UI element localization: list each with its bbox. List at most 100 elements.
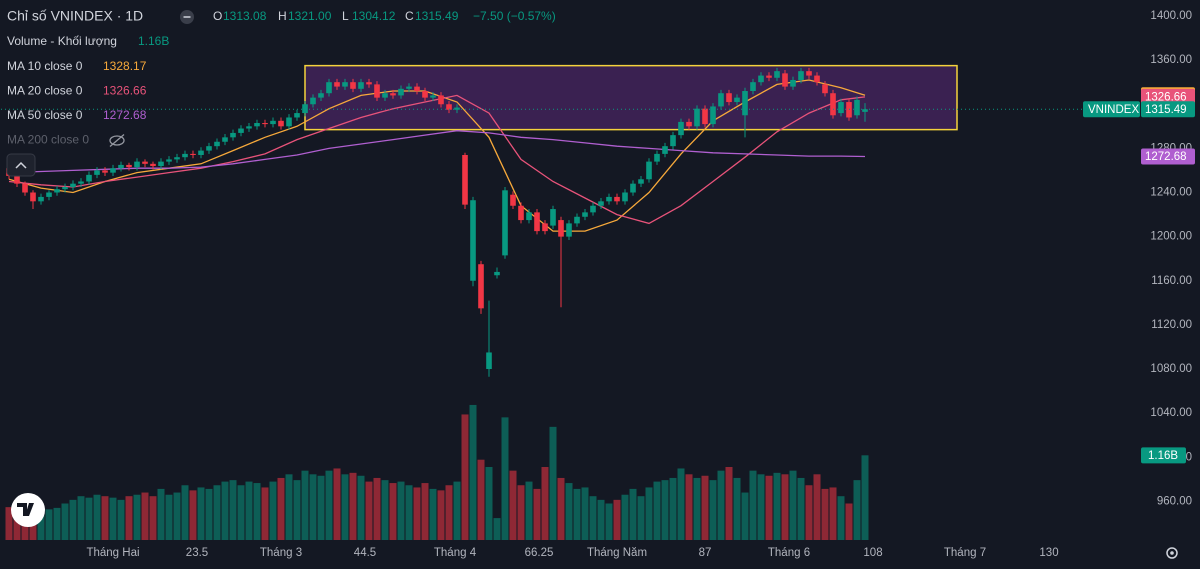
gear-icon <box>1166 547 1178 559</box>
candle-body <box>78 181 84 184</box>
candle-body <box>662 146 668 154</box>
volume-bar <box>701 475 709 540</box>
volume-bar <box>677 468 685 540</box>
volume-bar <box>589 496 597 540</box>
candle-body <box>574 216 580 224</box>
volume-bar <box>765 475 773 540</box>
candle-body <box>838 102 844 114</box>
candle-body <box>342 82 348 87</box>
volume-bar <box>261 487 269 540</box>
y-tick-label: 960.00 <box>1157 495 1192 507</box>
candle-body <box>118 164 124 169</box>
candle-body <box>550 209 556 226</box>
candle-body <box>166 159 172 162</box>
x-tick-label: Tháng Hai <box>86 547 139 559</box>
volume-bar <box>477 459 485 540</box>
candle-body <box>206 146 212 151</box>
ma-price-tag: 1326.66 <box>1145 91 1187 103</box>
candle-body <box>510 194 516 206</box>
volume-bar <box>117 499 125 540</box>
volume-tag: 1.16B <box>1148 450 1178 462</box>
candle-body <box>302 104 308 114</box>
chevron-icon <box>15 161 27 169</box>
x-tick-label: Tháng Năm <box>587 547 647 559</box>
x-tick-label: Tháng 3 <box>260 547 302 559</box>
candle-body <box>278 120 284 127</box>
candle-body <box>766 75 772 78</box>
volume-bar <box>637 496 645 540</box>
volume-bar <box>421 483 429 540</box>
volume-bar <box>629 488 637 540</box>
volume-bar <box>741 492 749 540</box>
ma-price-tag-bg <box>1141 88 1195 105</box>
volume-bar <box>309 474 317 540</box>
ma-price-tag-bg <box>1141 148 1195 165</box>
eye-outline <box>109 135 125 146</box>
tradingview-logo[interactable] <box>11 493 45 527</box>
candle-body <box>390 93 396 96</box>
candle-body <box>678 121 684 136</box>
price-change: −7.50 (−0.57%) <box>473 9 556 23</box>
candle-body <box>806 71 812 76</box>
volume-bar <box>389 483 397 540</box>
candle-body <box>198 150 204 155</box>
volume-bar <box>213 485 221 540</box>
volume-bar <box>781 474 789 540</box>
x-tick-label: 130 <box>1039 547 1058 559</box>
candle-body <box>462 154 468 205</box>
volume-bar <box>493 518 501 540</box>
volume-bar <box>357 475 365 540</box>
candle-body <box>558 220 564 237</box>
candle-body <box>326 82 332 94</box>
candle-body <box>414 86 420 92</box>
volume-bar <box>269 481 277 540</box>
candle-body <box>374 84 380 98</box>
candle-body <box>286 117 292 127</box>
x-tick-label: 44.5 <box>354 547 376 559</box>
candle-body <box>830 93 836 116</box>
last-price-tag-bg <box>1141 101 1195 118</box>
candle-body <box>622 192 628 202</box>
indicator-toggle-button[interactable] <box>6 153 36 177</box>
volume-bar <box>285 474 293 540</box>
volume-bar <box>237 485 245 540</box>
volume-bar <box>669 477 677 540</box>
candle-body <box>30 192 36 202</box>
candle-body <box>774 71 780 78</box>
volume-bar <box>53 507 61 540</box>
candle-body <box>670 135 676 147</box>
volume-bar <box>165 494 173 540</box>
volume-bar <box>181 485 189 540</box>
ohlc-label: C <box>405 9 414 23</box>
candle-body <box>230 132 236 138</box>
volume-bar <box>293 480 301 540</box>
candle-body <box>126 164 132 168</box>
volume-bar <box>461 414 469 540</box>
volume-bar <box>717 470 725 540</box>
ohlc-label: L <box>342 9 349 23</box>
hidden-eye-icon[interactable] <box>109 134 125 147</box>
volume-bar <box>837 496 845 540</box>
candle-body <box>726 93 732 103</box>
volume-bar <box>37 507 45 540</box>
settings-button[interactable] <box>1166 547 1178 559</box>
candle-body <box>638 179 644 184</box>
volume-bar <box>173 492 181 540</box>
volume-bar <box>397 481 405 540</box>
candle-body <box>54 189 60 193</box>
candle-body <box>14 175 20 184</box>
ohlc-label: H <box>278 9 287 23</box>
candle-body <box>174 157 180 160</box>
candle-body <box>142 161 148 164</box>
candle-body <box>630 183 636 193</box>
ohlc-value: 1315.49 <box>415 9 459 23</box>
volume-bar <box>5 507 13 540</box>
volume-bar <box>221 481 229 540</box>
candle-body <box>734 97 740 103</box>
candle-body <box>598 201 604 206</box>
volume-bar <box>845 503 853 540</box>
candle-body <box>110 168 116 173</box>
volume-bar <box>317 475 325 540</box>
candle-body <box>846 102 852 118</box>
